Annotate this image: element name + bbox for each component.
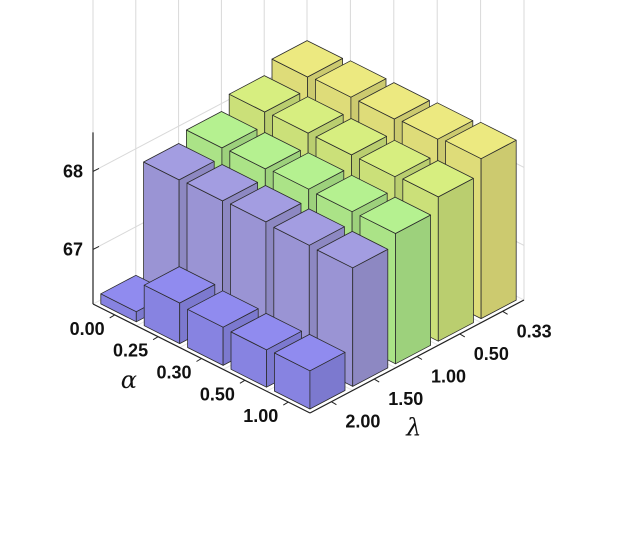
bar-top [230, 312, 303, 351]
bar-top [314, 60, 387, 98]
alpha-tick-label: 0.00 [70, 319, 105, 339]
lambda-tick-mark [373, 378, 380, 383]
bar-top [273, 333, 346, 372]
alpha-tick-label: 0.30 [156, 363, 191, 383]
lambda-axis-label: λ [405, 413, 421, 441]
bar-top [401, 102, 474, 140]
z-tick-mark [92, 167, 100, 172]
lambda-tick-label: 0.33 [517, 321, 552, 341]
bar-top [229, 132, 301, 170]
bar-top [445, 121, 517, 160]
chart-bars [100, 40, 517, 410]
alpha-tick-mark [152, 336, 159, 341]
z-tick-label: 67 [63, 239, 83, 259]
alpha-tick-label: 0.25 [113, 341, 148, 361]
lambda-tick-label: 1.50 [388, 389, 423, 409]
lambda-tick-label: 1.00 [431, 367, 466, 387]
lambda-tick-mark [502, 310, 508, 315]
bar-face [480, 139, 517, 320]
lambda-tick-mark [416, 356, 423, 360]
bar-top [358, 82, 430, 120]
alpha-tick-mark [109, 314, 115, 319]
alpha-axis-label: α [121, 366, 137, 394]
bar-top [359, 196, 432, 234]
bar-top [143, 266, 216, 304]
bar-top [402, 160, 474, 198]
bar-top [187, 290, 259, 328]
bar-face [352, 248, 389, 387]
bar-face [395, 214, 432, 365]
bar-top [272, 152, 345, 190]
alpha-tick-mark [196, 358, 202, 362]
bar-top [186, 164, 259, 202]
alpha-tick-mark [283, 401, 289, 406]
bar-top [315, 118, 388, 156]
bar-top [143, 143, 215, 181]
bar-top [316, 230, 389, 269]
bar-top [185, 111, 258, 149]
bar-top [272, 96, 344, 134]
alpha-tick-label: 1.00 [243, 406, 278, 426]
bar-top [228, 75, 301, 113]
bar-top [229, 185, 302, 223]
bar-top [271, 40, 344, 78]
bar-top [316, 174, 388, 213]
lambda-tick-mark [331, 401, 337, 406]
z-tick-mark [92, 245, 100, 250]
bar-top [358, 139, 431, 178]
alpha-tick-label: 0.50 [200, 384, 235, 404]
alpha-tick-mark [239, 379, 246, 384]
chart-ticks: 67 68 0.00 0.25 0.30 0.50 1.00 0.33 0.50 1.00 1.50… [63, 132, 552, 441]
lambda-tick-label: 0.50 [474, 344, 509, 364]
bar-face [437, 177, 474, 342]
z-tick-label: 68 [63, 161, 83, 181]
bar-top [273, 208, 345, 246]
lambda-tick-mark [459, 333, 466, 338]
bar [273, 333, 346, 410]
lambda-tick-label: 2.00 [345, 412, 380, 432]
